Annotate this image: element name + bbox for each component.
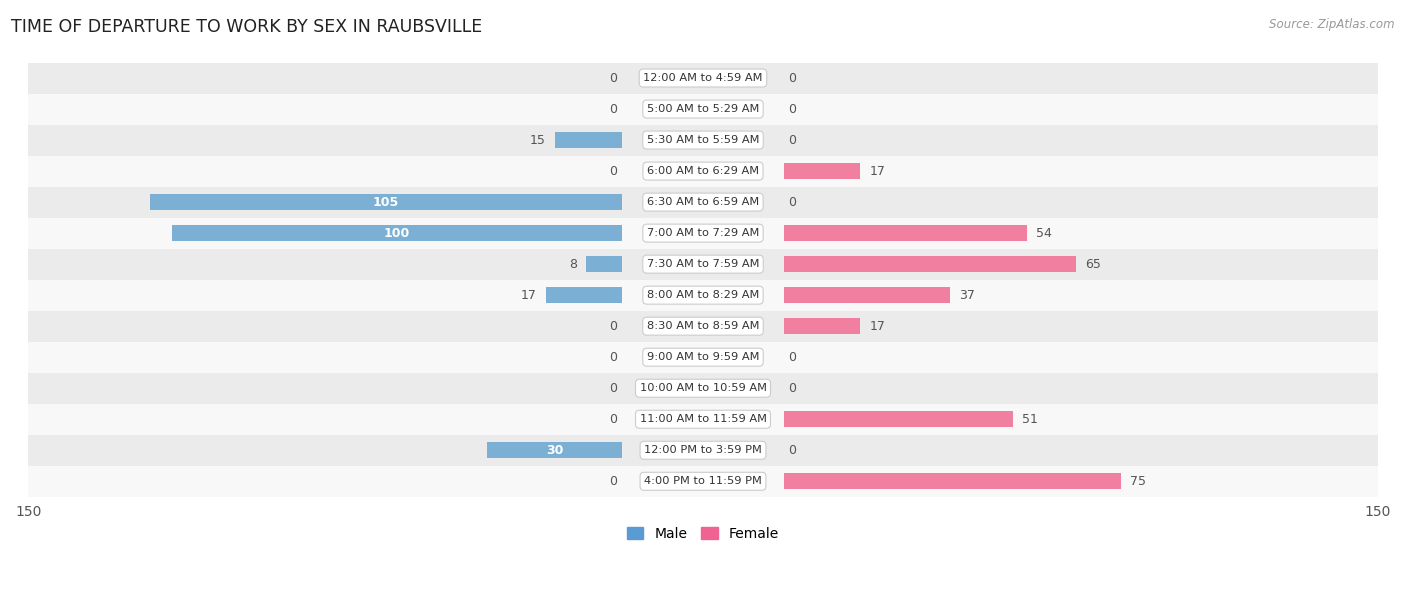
- Text: 0: 0: [610, 350, 617, 364]
- Text: 0: 0: [610, 71, 617, 84]
- Bar: [785, 318, 860, 334]
- Text: 8: 8: [569, 258, 576, 271]
- Text: 5:00 AM to 5:29 AM: 5:00 AM to 5:29 AM: [647, 104, 759, 114]
- Text: 105: 105: [373, 195, 399, 208]
- Text: 7:00 AM to 7:29 AM: 7:00 AM to 7:29 AM: [647, 228, 759, 238]
- Text: 0: 0: [610, 475, 617, 488]
- Bar: [28, 280, 1378, 311]
- Text: 0: 0: [789, 134, 796, 147]
- Bar: [554, 132, 621, 148]
- Legend: Male, Female: Male, Female: [621, 521, 785, 546]
- Text: 6:30 AM to 6:59 AM: 6:30 AM to 6:59 AM: [647, 197, 759, 207]
- Text: 0: 0: [789, 382, 796, 395]
- Bar: [172, 225, 621, 241]
- Bar: [486, 442, 621, 459]
- Bar: [28, 466, 1378, 497]
- Bar: [785, 225, 1026, 241]
- Text: 30: 30: [546, 444, 564, 457]
- Text: Source: ZipAtlas.com: Source: ZipAtlas.com: [1270, 18, 1395, 31]
- Bar: [28, 435, 1378, 466]
- Bar: [785, 256, 1077, 272]
- Text: 0: 0: [610, 103, 617, 116]
- Text: 0: 0: [789, 103, 796, 116]
- Bar: [28, 404, 1378, 435]
- Text: 0: 0: [610, 413, 617, 426]
- Text: 8:30 AM to 8:59 AM: 8:30 AM to 8:59 AM: [647, 321, 759, 331]
- Text: 0: 0: [789, 71, 796, 84]
- Bar: [28, 93, 1378, 125]
- Text: 17: 17: [869, 165, 886, 178]
- Text: 65: 65: [1085, 258, 1101, 271]
- Text: 75: 75: [1130, 475, 1146, 488]
- Bar: [28, 311, 1378, 342]
- Text: 4:00 PM to 11:59 PM: 4:00 PM to 11:59 PM: [644, 476, 762, 486]
- Text: 100: 100: [384, 227, 411, 239]
- Bar: [785, 163, 860, 179]
- Text: 17: 17: [869, 320, 886, 333]
- Text: 0: 0: [789, 195, 796, 208]
- Text: 0: 0: [610, 165, 617, 178]
- Text: 54: 54: [1036, 227, 1052, 239]
- Text: 0: 0: [610, 320, 617, 333]
- Text: TIME OF DEPARTURE TO WORK BY SEX IN RAUBSVILLE: TIME OF DEPARTURE TO WORK BY SEX IN RAUB…: [11, 18, 482, 36]
- Text: 7:30 AM to 7:59 AM: 7:30 AM to 7:59 AM: [647, 259, 759, 269]
- Text: 6:00 AM to 6:29 AM: 6:00 AM to 6:29 AM: [647, 166, 759, 176]
- Bar: [28, 372, 1378, 404]
- Text: 0: 0: [610, 382, 617, 395]
- Text: 51: 51: [1022, 413, 1038, 426]
- Text: 8:00 AM to 8:29 AM: 8:00 AM to 8:29 AM: [647, 290, 759, 300]
- Text: 12:00 PM to 3:59 PM: 12:00 PM to 3:59 PM: [644, 446, 762, 455]
- Bar: [28, 249, 1378, 280]
- Text: 15: 15: [530, 134, 546, 147]
- Bar: [28, 62, 1378, 93]
- Bar: [546, 287, 621, 303]
- Text: 9:00 AM to 9:59 AM: 9:00 AM to 9:59 AM: [647, 352, 759, 362]
- Text: 37: 37: [959, 289, 976, 302]
- Bar: [28, 156, 1378, 187]
- Bar: [28, 187, 1378, 217]
- Text: 0: 0: [789, 350, 796, 364]
- Bar: [28, 125, 1378, 156]
- Bar: [785, 473, 1122, 489]
- Text: 0: 0: [789, 444, 796, 457]
- Bar: [28, 217, 1378, 249]
- Text: 12:00 AM to 4:59 AM: 12:00 AM to 4:59 AM: [644, 73, 762, 83]
- Text: 10:00 AM to 10:59 AM: 10:00 AM to 10:59 AM: [640, 383, 766, 393]
- Bar: [149, 194, 621, 210]
- Bar: [28, 342, 1378, 372]
- Text: 11:00 AM to 11:59 AM: 11:00 AM to 11:59 AM: [640, 414, 766, 424]
- Bar: [586, 256, 621, 272]
- Bar: [785, 287, 950, 303]
- Text: 17: 17: [520, 289, 537, 302]
- Text: 5:30 AM to 5:59 AM: 5:30 AM to 5:59 AM: [647, 135, 759, 145]
- Bar: [785, 411, 1014, 427]
